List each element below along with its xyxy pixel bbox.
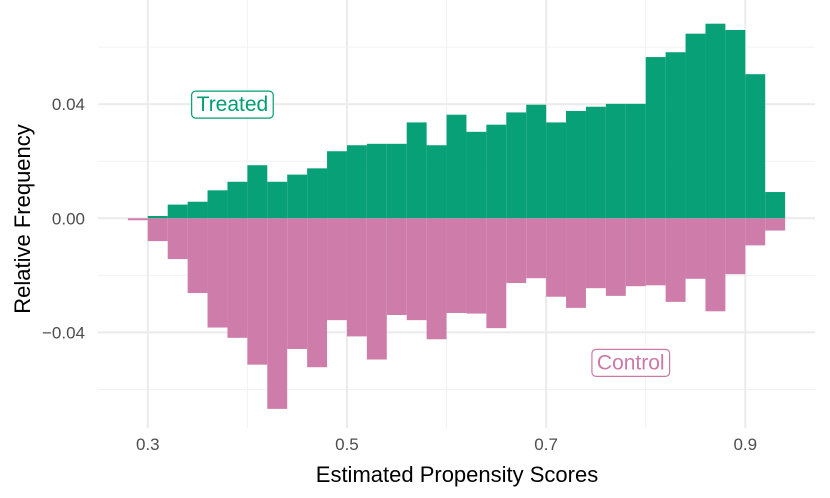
treated-bar xyxy=(426,145,447,219)
treated-bar xyxy=(406,122,427,219)
control-bar xyxy=(665,218,686,302)
treated-bar xyxy=(287,174,308,219)
control-bar xyxy=(546,218,567,297)
treated-bar xyxy=(745,74,766,219)
control-bar xyxy=(287,218,308,349)
control-bar xyxy=(566,218,586,308)
control-bar xyxy=(207,218,228,328)
control-bar xyxy=(645,218,666,286)
treated-bar xyxy=(307,168,328,219)
treated-bar xyxy=(685,33,706,219)
treated-bar xyxy=(705,23,726,219)
treated-bar xyxy=(566,110,586,219)
control-bar xyxy=(187,218,208,294)
y-axis-tick-labels: 0.04 0.00 −0.04 xyxy=(42,95,85,342)
control-bar xyxy=(426,218,447,340)
treated-bar xyxy=(167,204,188,219)
treated-bar xyxy=(645,57,666,219)
control-bar xyxy=(147,218,168,242)
control-bar xyxy=(625,218,646,287)
treated-bar xyxy=(386,143,407,219)
control-bar xyxy=(406,218,427,321)
control-bar xyxy=(327,218,347,321)
control-bar xyxy=(446,218,467,314)
treated-bar xyxy=(486,124,507,219)
treated-bar xyxy=(625,103,646,219)
control-bar xyxy=(167,218,188,260)
control-bar xyxy=(227,218,248,338)
treated-bar xyxy=(366,143,387,219)
x-axis-title: Estimated Propensity Scores xyxy=(316,462,598,487)
control-bar xyxy=(466,218,487,314)
treated-bar xyxy=(147,215,168,219)
series-annotations: Treated Control xyxy=(191,90,671,377)
control-bar xyxy=(127,218,148,221)
x-tick-label: 0.9 xyxy=(733,435,757,454)
control-bar xyxy=(605,218,626,296)
control-bar xyxy=(685,218,706,279)
y-tick-label: 0.00 xyxy=(52,209,85,228)
treated-bar xyxy=(327,151,347,219)
treated-bar xyxy=(446,114,467,219)
treated-bar xyxy=(247,165,268,219)
control-bar xyxy=(745,218,766,246)
treated-bar xyxy=(466,131,487,219)
control-label: Control xyxy=(597,351,665,374)
control-bar xyxy=(526,218,547,279)
treated-bars xyxy=(147,23,786,219)
treated-bar xyxy=(605,103,626,219)
treated-bar xyxy=(187,201,208,219)
control-bar xyxy=(506,218,527,284)
treated-bar xyxy=(207,190,228,219)
treated-bar xyxy=(665,52,686,219)
treated-bar xyxy=(506,112,527,219)
control-bar xyxy=(765,218,786,231)
control-bar xyxy=(705,218,726,312)
control-bar xyxy=(346,218,367,337)
control-bar xyxy=(725,218,746,275)
control-bar xyxy=(267,218,288,409)
treated-bar xyxy=(227,181,248,219)
control-bar xyxy=(366,218,387,360)
control-bar xyxy=(386,218,407,316)
treated-bar xyxy=(346,145,367,219)
treated-bar xyxy=(725,29,746,219)
control-bar xyxy=(486,218,507,329)
control-bar xyxy=(247,218,268,365)
x-axis-tick-labels: 0.3 0.5 0.7 0.9 xyxy=(136,435,757,454)
treated-label: Treated xyxy=(197,93,269,116)
x-tick-label: 0.5 xyxy=(335,435,359,454)
y-axis-title: Relative Frequency xyxy=(10,124,35,314)
treated-bar xyxy=(526,104,547,219)
control-label-box xyxy=(591,348,671,377)
y-tick-label: 0.04 xyxy=(52,95,85,114)
control-bar xyxy=(307,218,328,368)
x-tick-label: 0.3 xyxy=(136,435,160,454)
treated-bar xyxy=(546,122,567,219)
y-tick-label: −0.04 xyxy=(42,323,85,342)
treated-label-box xyxy=(191,90,274,119)
treated-bar xyxy=(765,192,786,219)
x-tick-label: 0.7 xyxy=(534,435,558,454)
control-bar xyxy=(585,218,606,289)
control-bars xyxy=(127,218,786,409)
treated-bar xyxy=(585,106,606,219)
treated-bar xyxy=(267,181,288,219)
